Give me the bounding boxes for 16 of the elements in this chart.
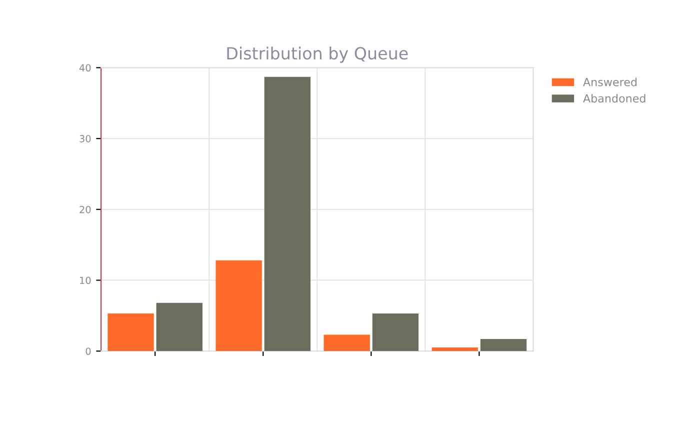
y-tick-label: 40 (79, 64, 91, 72)
y-tick-label: 30 (80, 135, 91, 142)
bar (432, 348, 478, 352)
chart-title: Distribution by Queue (227, 46, 408, 63)
y-tick-label: 0 (86, 348, 91, 355)
y-tick-label: 10 (80, 276, 91, 284)
bar (372, 314, 419, 352)
bar (480, 339, 527, 352)
bar (264, 76, 311, 352)
bar (156, 302, 202, 352)
bar (108, 314, 154, 352)
legend-label: Abandoned (583, 94, 646, 103)
bar (216, 260, 262, 352)
y-tick-label: 20 (80, 206, 91, 214)
legend-label: Answered (583, 78, 637, 86)
bar (324, 334, 370, 352)
